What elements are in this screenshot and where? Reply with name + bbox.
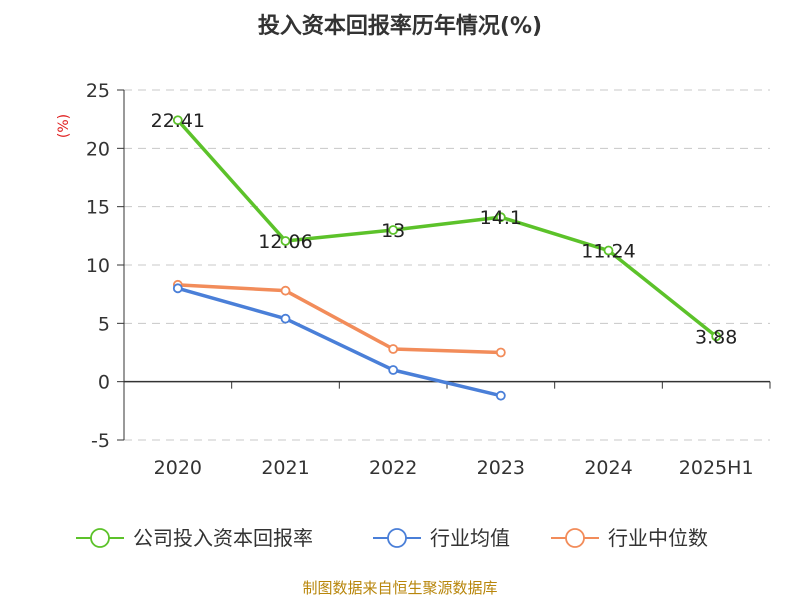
data-label: 13	[381, 220, 405, 242]
legend-item[interactable]: 行业中位数	[551, 526, 708, 550]
legend[interactable]: 公司投入资本回报率 行业均值 行业中位数	[76, 526, 708, 550]
legend-marker	[565, 528, 585, 548]
y-tick-label: 0	[98, 372, 110, 394]
legend-item[interactable]: 行业均值	[373, 526, 510, 550]
data-point	[280, 313, 291, 324]
y-tick-label: 10	[86, 255, 110, 277]
data-label: 11.24	[581, 241, 635, 263]
x-tick-label: 2020	[154, 457, 202, 479]
x-tick-label: 2022	[369, 457, 417, 479]
y-axis-unit: (%)	[56, 114, 72, 138]
data-point	[603, 245, 614, 256]
data-point	[495, 347, 506, 358]
x-tick-label: 2023	[477, 457, 525, 479]
data-point	[172, 115, 183, 126]
legend-label: 行业均值	[430, 526, 510, 550]
y-tick-label: -5	[91, 430, 110, 452]
legend-label: 公司投入资本回报率	[133, 526, 313, 550]
y-tick-label: 25	[86, 80, 110, 102]
data-point	[495, 390, 506, 401]
data-label: 14.1	[480, 207, 522, 229]
grid-lines	[124, 89, 770, 441]
y-tick-label: 15	[86, 197, 110, 219]
data-point	[280, 285, 291, 296]
data-label: 12.06	[258, 231, 312, 253]
data-point	[388, 365, 399, 375]
series-lines	[172, 115, 722, 401]
data-point	[388, 344, 399, 354]
axes: -5 0 5 10 15 20 25 2020 2021 2022 2023 2024 2025H1	[86, 80, 771, 479]
y-tick-label: 5	[98, 313, 110, 335]
y-tick-label: 20	[86, 138, 110, 160]
data-label: 22.41	[151, 110, 205, 132]
legend-label: 行业中位数	[608, 526, 708, 550]
data-labels: 22.41 12.06 13 14.1 11.24 3.88	[151, 110, 738, 348]
data-label: 3.88	[695, 326, 737, 348]
series-line	[177, 286, 502, 398]
x-tick-label: 2024	[584, 457, 632, 479]
series-line	[176, 119, 718, 338]
x-tick-label: 2021	[261, 457, 309, 479]
series-line	[177, 283, 501, 355]
legend-marker	[90, 528, 110, 548]
legend-item[interactable]: 公司投入资本回报率	[76, 526, 313, 550]
data-point	[280, 236, 291, 246]
data-point	[711, 331, 722, 342]
legend-marker	[387, 528, 407, 548]
chart-title: 投入资本回报率历年情况(%)	[258, 13, 542, 39]
data-point	[495, 212, 506, 223]
data-point	[388, 225, 399, 235]
data-point	[172, 283, 183, 294]
source-note: 制图数据来自恒生聚源数据库	[302, 579, 497, 597]
x-tick-label: 2025H1	[679, 457, 754, 479]
